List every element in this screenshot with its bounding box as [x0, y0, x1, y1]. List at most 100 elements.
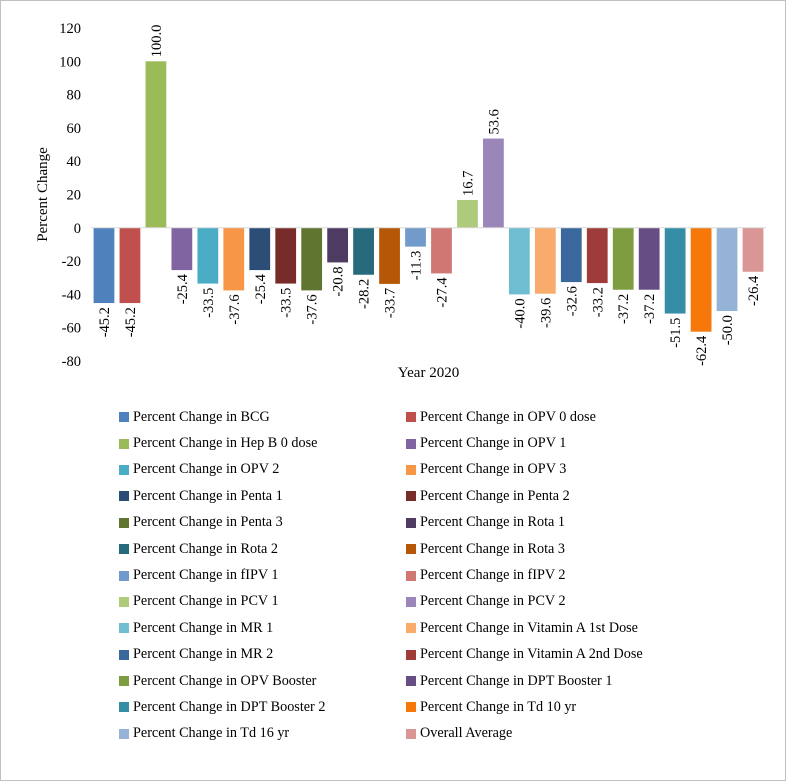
data-label: -33.7 — [383, 288, 399, 318]
bar — [275, 227, 297, 284]
y-tick-label: -80 — [62, 354, 81, 370]
legend-item: Percent Change in DPT Booster 2 — [119, 694, 406, 720]
data-label: -11.3 — [409, 251, 425, 281]
legend-item: Percent Change in PCV 2 — [406, 589, 716, 615]
y-tick-label: 100 — [59, 54, 81, 70]
data-label: -62.4 — [694, 335, 710, 366]
legend-item: Percent Change in Td 10 yr — [406, 694, 716, 720]
legend-swatch — [119, 570, 129, 581]
y-tick-label: 60 — [67, 121, 82, 137]
legend-swatch — [406, 438, 416, 449]
legend-swatch — [119, 728, 129, 739]
data-label: -51.5 — [668, 318, 684, 348]
legend-swatch — [119, 623, 129, 634]
legend-label: Overall Average — [420, 725, 513, 742]
bar-labels: -45.2 -45.2 100.0 -25.4 -33.5 -37.6 -25.4 -33.5… — [97, 25, 762, 366]
legend-item: Percent Change in OPV 3 — [406, 457, 716, 483]
legend-label: Percent Change in PCV 1 — [133, 593, 279, 610]
legend-label: Percent Change in Penta 1 — [133, 487, 283, 504]
legend-swatch — [119, 517, 129, 528]
bar — [690, 227, 712, 332]
legend-item: Percent Change in MR 1 — [119, 615, 406, 641]
legend-label: Percent Change in DPT Booster 1 — [420, 672, 613, 689]
legend-label: Percent Change in OPV 1 — [420, 435, 567, 452]
legend-swatch — [119, 596, 129, 607]
bar — [534, 227, 556, 294]
legend-label: Percent Change in OPV 2 — [133, 461, 280, 478]
legend-label: Percent Change in fIPV 1 — [133, 567, 279, 584]
legend-item: Percent Change in Rota 2 — [119, 536, 406, 562]
data-label: -37.2 — [616, 294, 632, 324]
legend-label: Percent Change in MR 1 — [133, 619, 274, 636]
data-label: -37.6 — [305, 294, 321, 324]
legend-item: Percent Change in DPT Booster 1 — [406, 668, 716, 694]
y-tick-label: 120 — [59, 21, 81, 37]
bar — [483, 138, 504, 228]
legend-item: Percent Change in PCV 1 — [119, 589, 406, 615]
y-axis-title: Percent Change — [35, 147, 51, 242]
bar — [586, 227, 608, 284]
y-axis: 120 100 80 60 40 20 0 -20 -40 -60 -80 — [59, 21, 81, 370]
data-label: -45.2 — [123, 307, 139, 337]
bar — [716, 227, 738, 312]
legend-swatch — [406, 676, 416, 687]
legend-item: Percent Change in Penta 2 — [406, 483, 716, 509]
legend-item: Percent Change in Vitamin A 2nd Dose — [406, 642, 716, 668]
data-label: 16.7 — [460, 171, 476, 196]
legend-swatch — [406, 517, 416, 528]
bars — [93, 61, 764, 332]
data-label: -45.2 — [97, 307, 113, 337]
bar — [171, 227, 193, 271]
bar — [119, 227, 141, 304]
bar — [223, 227, 245, 291]
data-label: -33.5 — [201, 288, 217, 318]
legend-swatch — [406, 623, 416, 634]
data-label: -40.0 — [512, 298, 528, 328]
bar — [457, 199, 478, 228]
bar — [249, 227, 271, 271]
data-label: 53.6 — [486, 109, 502, 134]
legend-swatch — [406, 491, 416, 502]
data-label: -37.2 — [642, 294, 658, 324]
bar — [638, 227, 660, 290]
legend-swatch — [406, 464, 416, 475]
y-tick-label: -20 — [62, 254, 81, 270]
data-label: -33.5 — [279, 288, 295, 318]
legend-swatch — [119, 438, 129, 449]
legend-label: Percent Change in MR 2 — [133, 646, 274, 663]
legend-label: Percent Change in Rota 1 — [420, 514, 565, 531]
legend: Percent Change in BCG Percent Change in O… — [119, 404, 719, 747]
legend-item: Percent Change in OPV Booster — [119, 668, 406, 694]
bar — [353, 227, 374, 275]
legend-swatch — [119, 649, 129, 660]
data-label: -25.4 — [175, 273, 191, 304]
bar — [93, 227, 115, 304]
legend-label: Percent Change in OPV 3 — [420, 461, 567, 478]
bar — [560, 227, 582, 283]
y-tick-label: 0 — [74, 221, 81, 237]
legend-swatch — [119, 412, 129, 423]
legend-label: Percent Change in Td 10 yr — [420, 698, 577, 715]
legend-item: Percent Change in Rota 1 — [406, 510, 716, 536]
y-tick-label: -60 — [62, 321, 81, 337]
data-label: -27.4 — [434, 277, 450, 308]
legend-swatch — [406, 570, 416, 581]
data-label: -26.4 — [746, 275, 762, 306]
legend-item: Percent Change in OPV 0 dose — [406, 404, 716, 430]
legend-item: Percent Change in MR 2 — [119, 642, 406, 668]
legend-swatch — [119, 464, 129, 475]
legend-swatch — [119, 676, 129, 687]
bar — [301, 227, 323, 291]
bar — [664, 227, 686, 314]
legend-swatch — [406, 728, 416, 739]
legend-swatch — [406, 649, 416, 660]
data-label: -39.6 — [538, 298, 554, 328]
legend-label: Percent Change in Penta 3 — [133, 514, 283, 531]
legend-swatch — [406, 702, 416, 713]
legend-label: Percent Change in fIPV 2 — [420, 567, 566, 584]
bar — [612, 227, 634, 290]
legend-swatch — [406, 544, 416, 555]
legend-label: Percent Change in Vitamin A 1st Dose — [420, 619, 638, 636]
legend-swatch — [406, 596, 416, 607]
